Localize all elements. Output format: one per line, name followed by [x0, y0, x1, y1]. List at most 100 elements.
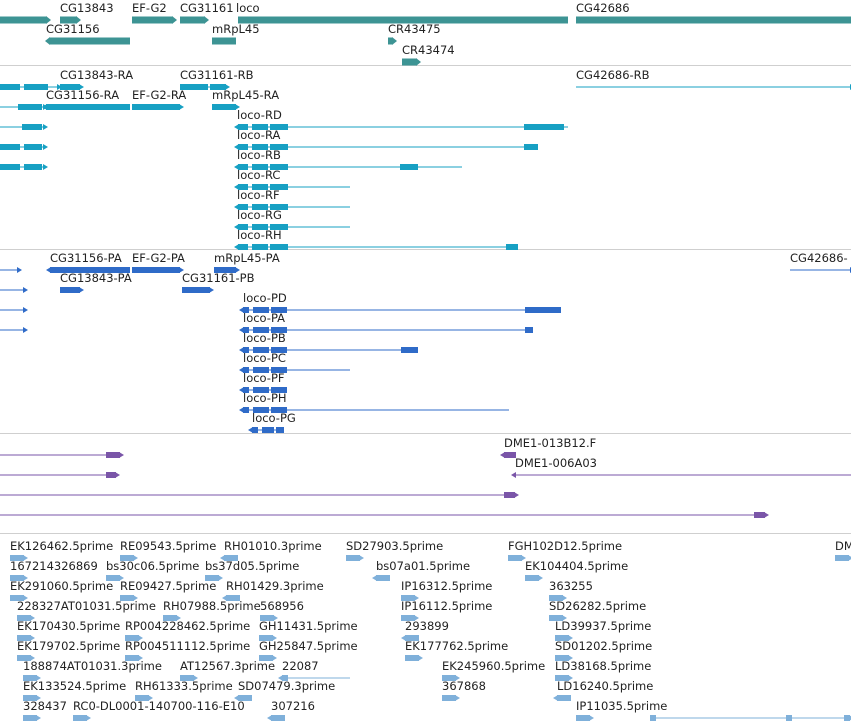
feature-label: SD26282.5prime	[549, 599, 647, 613]
strand-arrow	[209, 287, 214, 293]
feature-glyph	[45, 37, 130, 45]
strand-arrow	[568, 655, 573, 661]
strand-arrow	[239, 347, 244, 353]
feature-glyph	[23, 715, 41, 721]
exon-block	[60, 287, 80, 293]
feature-glyph	[0, 492, 519, 498]
exon-block	[243, 307, 249, 313]
strand-arrow	[562, 615, 567, 621]
feature-glyph	[17, 655, 35, 661]
strand-arrow	[79, 287, 84, 293]
exon-block	[238, 164, 248, 170]
track-separator	[0, 533, 851, 534]
feature-label: RH07988.5prime	[163, 599, 261, 613]
strand-arrow	[248, 427, 253, 433]
exon-block	[0, 16, 46, 24]
exon-block	[270, 204, 288, 210]
feature-label: 293899	[405, 619, 449, 633]
exon-block	[50, 267, 130, 273]
feature-glyph	[239, 387, 287, 393]
feature-label: LD38168.5prime	[555, 659, 652, 673]
strand-arrow	[235, 104, 240, 110]
exon-block	[106, 452, 114, 458]
feature-glyph	[259, 655, 277, 661]
strand-arrow	[133, 555, 138, 561]
exon-block	[253, 407, 269, 413]
feature-glyph	[120, 555, 138, 561]
exon-block	[46, 104, 130, 110]
feature-glyph	[576, 84, 851, 90]
feature-glyph	[46, 267, 130, 273]
feature-glyph	[0, 16, 51, 24]
exon-block	[238, 184, 248, 190]
feature-glyph	[125, 635, 143, 641]
feature-glyph	[0, 327, 28, 333]
strand-arrow	[30, 635, 35, 641]
strand-arrow	[239, 367, 244, 373]
feature-glyph	[549, 595, 567, 601]
exon-block	[252, 164, 268, 170]
feature-label: EK104404.5prime	[525, 559, 629, 573]
feature-label: FGH102D12.5prime	[508, 539, 623, 553]
feature-label: loco-PB	[243, 331, 286, 345]
feature-label: loco-PG	[252, 411, 296, 425]
exon-block	[754, 512, 765, 518]
exon-block	[0, 144, 20, 150]
exon-block	[252, 144, 268, 150]
feature-glyph	[132, 16, 177, 24]
strand-arrow	[272, 635, 277, 641]
exon-block	[346, 555, 360, 561]
feature-label: AT12567.3prime	[180, 659, 276, 673]
feature-glyph	[500, 452, 516, 458]
feature-label: CG13843-PA	[60, 271, 132, 285]
exon-block	[557, 695, 571, 701]
strand-arrow	[764, 512, 769, 518]
feature-label: CR43474	[402, 43, 455, 57]
strand-arrow	[46, 16, 51, 24]
feature-label: 568956	[260, 599, 304, 613]
exon-block	[252, 204, 268, 210]
feature-glyph	[402, 58, 421, 66]
exon-block	[18, 104, 42, 110]
strand-arrow	[36, 675, 41, 681]
exon-block	[576, 16, 851, 24]
feature-glyph	[132, 267, 184, 273]
exon-block	[282, 675, 288, 681]
exon-block	[252, 244, 268, 250]
exon-block	[555, 655, 569, 661]
feature-label: DME1-006A03	[515, 456, 597, 470]
feature-glyph	[260, 615, 278, 621]
exon-block	[525, 307, 561, 313]
feature-glyph	[401, 595, 419, 601]
exon-block	[205, 575, 219, 581]
strand-arrow	[193, 675, 198, 681]
strand-arrow	[239, 307, 244, 313]
feature-label: GH25847.5prime	[259, 639, 358, 653]
exon-block	[252, 427, 258, 433]
strand-arrow	[500, 452, 505, 458]
strand-arrow	[23, 287, 28, 293]
feature-glyph	[401, 615, 419, 621]
exon-block	[243, 407, 249, 413]
exon-block	[180, 84, 208, 90]
feature-glyph	[23, 675, 41, 681]
exon-block	[271, 367, 287, 373]
feature-glyph	[372, 575, 390, 581]
strand-arrow	[234, 244, 239, 250]
strand-arrow	[86, 715, 91, 721]
exon-block	[555, 675, 569, 681]
feature-glyph	[125, 655, 143, 661]
exon-block	[376, 575, 390, 581]
exon-block	[106, 472, 116, 478]
exon-block	[259, 635, 273, 641]
track-separator	[0, 65, 851, 66]
exon-block	[271, 715, 285, 721]
strand-arrow	[45, 37, 50, 45]
feature-label: EF-G2-RA	[132, 88, 187, 102]
feature-label: CG31156	[46, 22, 100, 36]
strand-arrow	[562, 595, 567, 601]
feature-label: loco-PF	[243, 371, 285, 385]
feature-glyph	[259, 635, 277, 641]
feature-label: bs07a01.5prime	[376, 559, 471, 573]
